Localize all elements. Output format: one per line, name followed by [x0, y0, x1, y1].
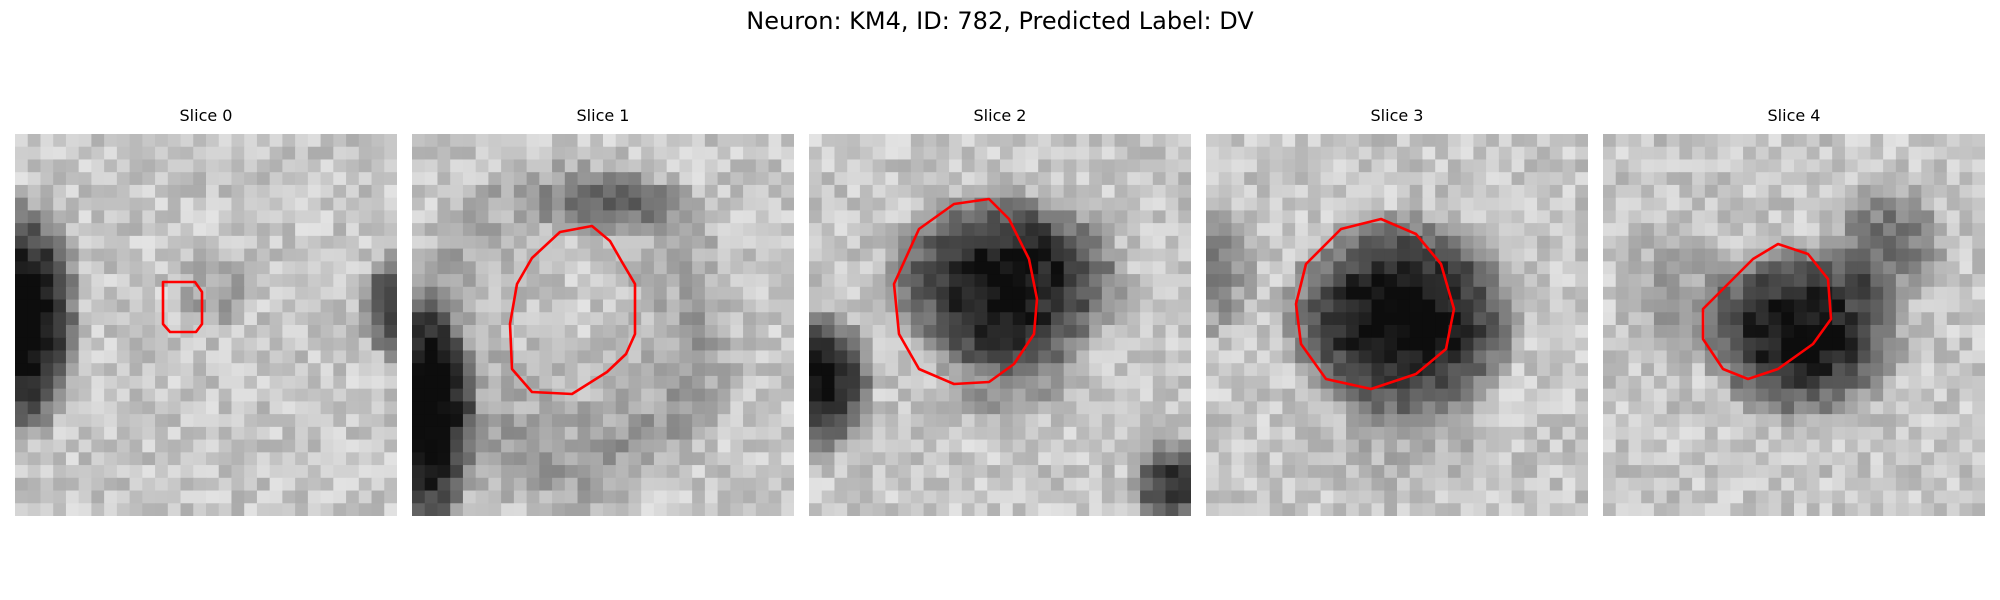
cell-outline-4: [1701, 242, 1833, 381]
pixel-grid-4: [1603, 134, 1985, 516]
slice-image-0: [15, 134, 397, 516]
slice-panel-3: Slice 3: [1206, 106, 1588, 520]
slice-image-4: [1603, 134, 1985, 516]
slice-panel-2: Slice 2: [809, 106, 1191, 520]
pixel-grid-0: [15, 134, 397, 516]
slice-panel-0: Slice 0: [15, 106, 397, 520]
pixel-grid-2: [809, 134, 1191, 516]
slice-image-1: [412, 134, 794, 516]
pixel-grid-3: [1206, 134, 1588, 516]
cell-outline-1: [508, 224, 637, 396]
cell-outline-3: [1294, 217, 1456, 391]
slice-title-0: Slice 0: [179, 106, 233, 125]
slice-title-1: Slice 1: [576, 106, 630, 125]
slice-title-4: Slice 4: [1767, 106, 1821, 125]
slice-image-3: [1206, 134, 1588, 516]
cell-outline-0: [161, 280, 204, 334]
slice-panel-1: Slice 1: [412, 106, 794, 520]
figure-title: Neuron: KM4, ID: 782, Predicted Label: D…: [746, 7, 1254, 35]
slice-title-3: Slice 3: [1370, 106, 1424, 125]
slice-title-2: Slice 2: [973, 106, 1027, 125]
cell-outline-2: [892, 197, 1039, 386]
slice-panel-4: Slice 4: [1603, 106, 1985, 520]
pixel-grid-1: [412, 134, 794, 516]
slice-image-2: [809, 134, 1191, 516]
